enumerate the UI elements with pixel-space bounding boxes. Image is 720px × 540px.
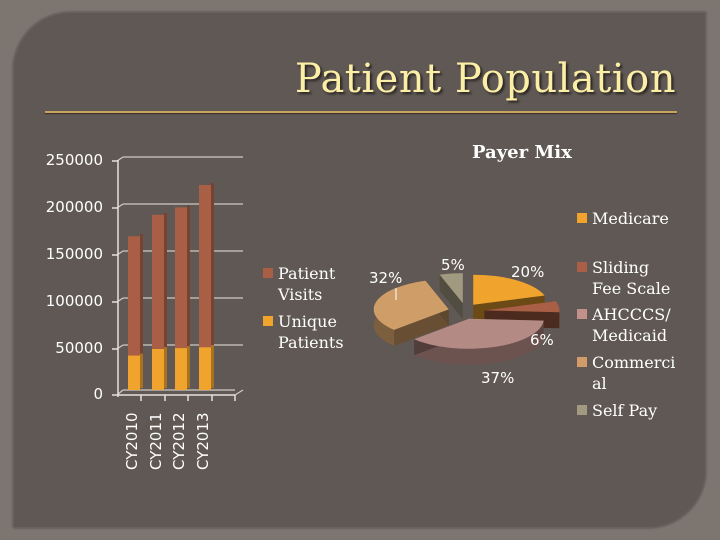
- y-tick-50000: 50000: [55, 339, 103, 357]
- y-tick-150000: 150000: [46, 245, 103, 263]
- legend-swatch-commercial: [577, 357, 587, 367]
- pie-slice: [473, 274, 545, 305]
- bar-x-labels: CY2010 CY2011 CY2012 CY2013: [123, 412, 212, 470]
- legend-label-ahcccs: AHCCCS/: [591, 305, 671, 324]
- slide-title: Patient Population: [294, 56, 676, 102]
- legend-label-ahcccs-2: Medicaid: [592, 326, 667, 345]
- pie-label-ahcccs: 37%: [481, 369, 514, 387]
- legend-swatch-patient-visits: [263, 268, 273, 278]
- legend-swatch-self-pay: [577, 405, 587, 415]
- bar-segment: [152, 214, 164, 349]
- bar-segment: [175, 207, 187, 349]
- bar-segment: [128, 355, 140, 390]
- legend-swatch-unique-patients: [263, 316, 273, 326]
- pie-label-commercial: 32%: [369, 269, 402, 287]
- pie-label-sliding-fee: 6%: [530, 331, 554, 349]
- legend-swatch-medicare: [577, 213, 587, 223]
- pie-chart: Payer Mix 20% 6% 37% 32% 5% Medicare Sli…: [369, 142, 675, 420]
- bar-segment: [175, 348, 187, 390]
- pie-legend: Medicare Sliding Fee Scale AHCCCS/ Medic…: [577, 209, 675, 420]
- legend-label-self-pay: Self Pay: [592, 401, 657, 420]
- y-tick-250000: 250000: [46, 151, 103, 169]
- bar-y-tick-labels: 0 50000 100000 150000 200000 250000: [46, 151, 103, 403]
- pie-slice: [373, 280, 449, 330]
- legend-swatch-ahcccs: [577, 309, 587, 319]
- legend-label-unique-patients-2: Patients: [278, 333, 344, 352]
- bar-series: [128, 182, 214, 390]
- legend-label-sliding-fee-2: Fee Scale: [592, 279, 670, 298]
- bar-legend: Patient Visits Unique Patients: [263, 264, 344, 352]
- y-tick-100000: 100000: [46, 292, 103, 310]
- x-label-cy2012: CY2012: [170, 412, 188, 470]
- pie-slices: [373, 273, 560, 365]
- pie-title: Payer Mix: [472, 142, 572, 163]
- legend-label-commercial-2: al: [592, 374, 607, 393]
- legend-label-medicare: Medicare: [592, 209, 669, 228]
- bar-segment: [199, 184, 211, 348]
- pie-slice: [439, 273, 463, 304]
- pie-slice: [484, 301, 560, 313]
- legend-label-patient-visits-2: Visits: [277, 285, 322, 304]
- y-tick-200000: 200000: [46, 198, 103, 216]
- x-label-cy2013: CY2013: [194, 412, 212, 470]
- bar-segment: [199, 347, 211, 390]
- y-tick-0: 0: [93, 385, 103, 403]
- bar-axes: [112, 160, 236, 401]
- title-underline: [45, 111, 677, 113]
- bar-chart: 0 50000 100000 150000 200000 250000 CY20…: [46, 151, 344, 470]
- legend-label-unique-patients: Unique: [278, 312, 337, 331]
- legend-label-patient-visits: Patient: [278, 264, 336, 283]
- pie-label-medicare: 20%: [511, 263, 544, 281]
- pie-slice: [414, 318, 544, 349]
- pie-label-self-pay: 5%: [441, 256, 465, 274]
- x-label-cy2010: CY2010: [123, 412, 141, 470]
- x-label-cy2011: CY2011: [147, 412, 165, 470]
- bar-segment: [128, 236, 140, 356]
- bar-segment: [152, 348, 164, 390]
- legend-swatch-sliding-fee: [577, 262, 587, 272]
- legend-label-commercial: Commerci: [592, 353, 675, 372]
- legend-label-sliding-fee: Sliding: [592, 258, 649, 277]
